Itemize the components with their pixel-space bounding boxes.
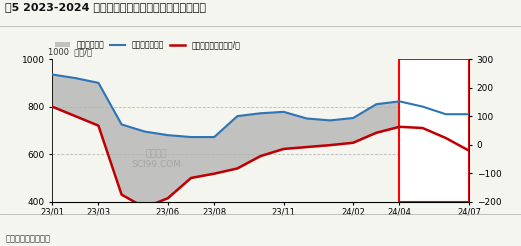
Legend: 价差（右轴）, 针叶浆（银星）, 阔叶浆（巴校）美元/吨: 价差（右轴）, 针叶浆（银星）, 阔叶浆（巴校）美元/吨 (52, 37, 243, 52)
Text: 1000  美元/吨: 1000 美元/吨 (48, 47, 92, 56)
Text: 数据来源：卓创资讯: 数据来源：卓创资讯 (5, 234, 50, 244)
Text: 图5 2023-2024 年中国进口针叶浆、阔叶浆外盘走势图: 图5 2023-2024 年中国进口针叶浆、阔叶浆外盘走势图 (5, 2, 206, 13)
Bar (400, 59, 469, 202)
Text: 卓创资讯
SCI99.COM: 卓创资讯 SCI99.COM (131, 149, 181, 169)
